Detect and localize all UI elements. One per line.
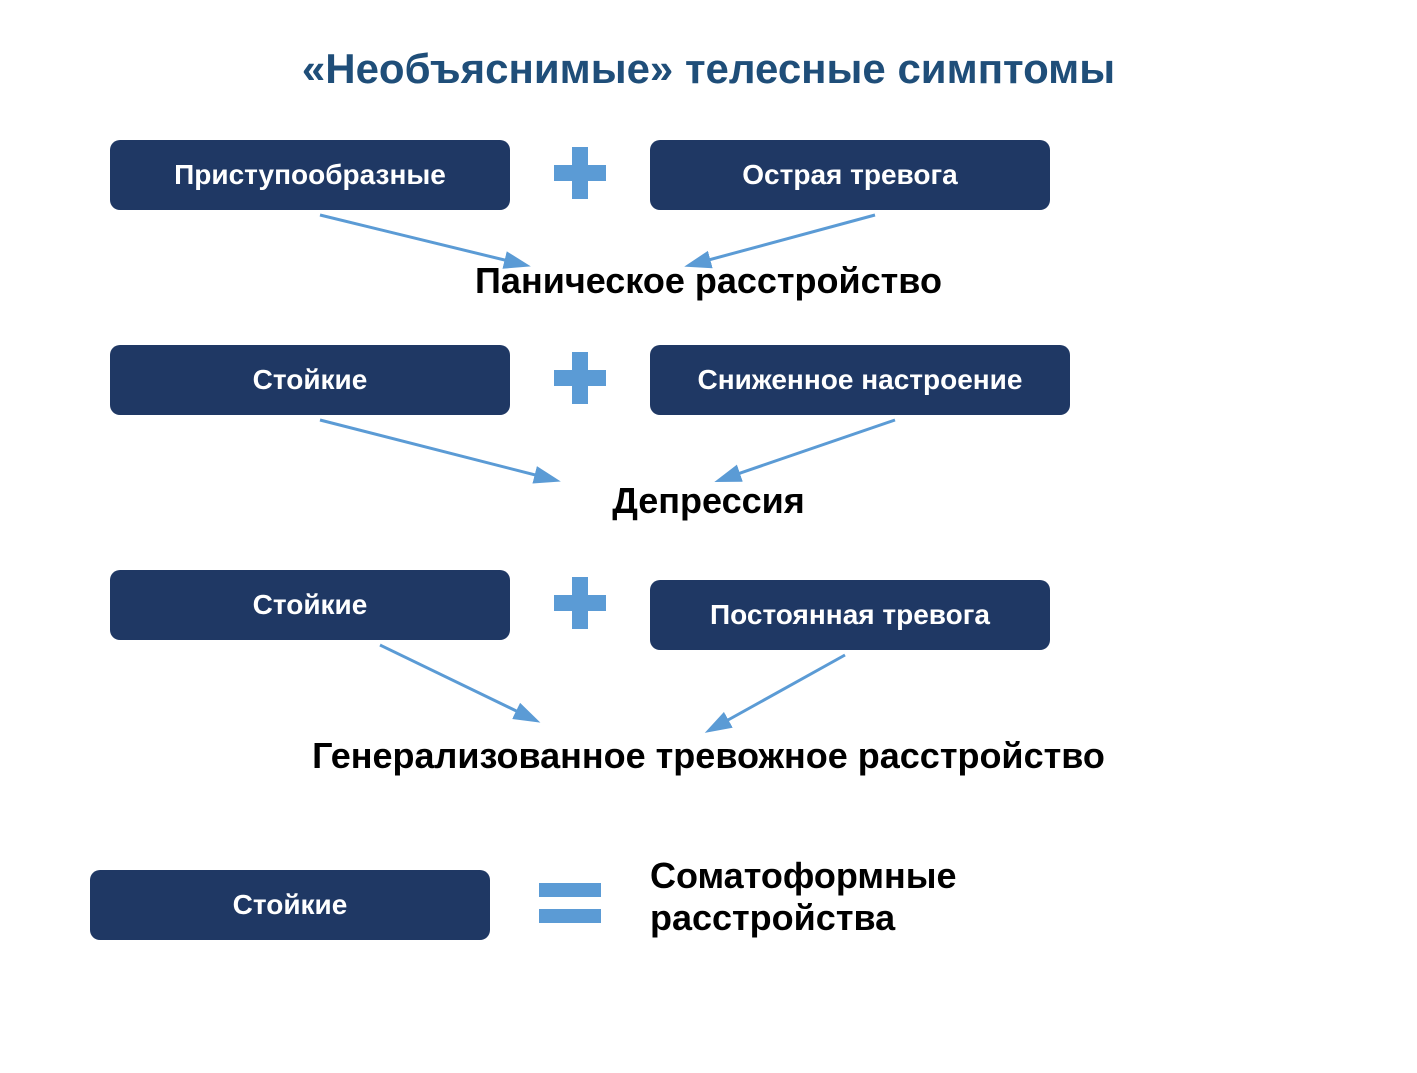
box-group3-right: Постоянная тревога — [650, 580, 1050, 650]
result-3: Генерализованное тревожное расстройство — [0, 735, 1417, 777]
diagram-title: «Необъяснимые» телесные симптомы — [0, 45, 1417, 93]
box-group2-right: Сниженное настроение — [650, 345, 1070, 415]
box-final-left: Стойкие — [90, 870, 490, 940]
box-group1-left: Приступообразные — [110, 140, 510, 210]
final-right: Соматоформные расстройства — [650, 855, 1150, 939]
arrow-g3-right — [685, 650, 875, 745]
plus-icon — [550, 143, 610, 203]
box-group1-right: Острая тревога — [650, 140, 1050, 210]
box-group3-left: Стойкие — [110, 570, 510, 640]
arrow-g3-left — [370, 640, 560, 735]
plus-icon — [550, 348, 610, 408]
result-2: Депрессия — [0, 480, 1417, 522]
result-1: Паническое расстройство — [0, 260, 1417, 302]
plus-icon — [550, 573, 610, 633]
equals-icon — [535, 878, 605, 928]
box-group2-left: Стойкие — [110, 345, 510, 415]
